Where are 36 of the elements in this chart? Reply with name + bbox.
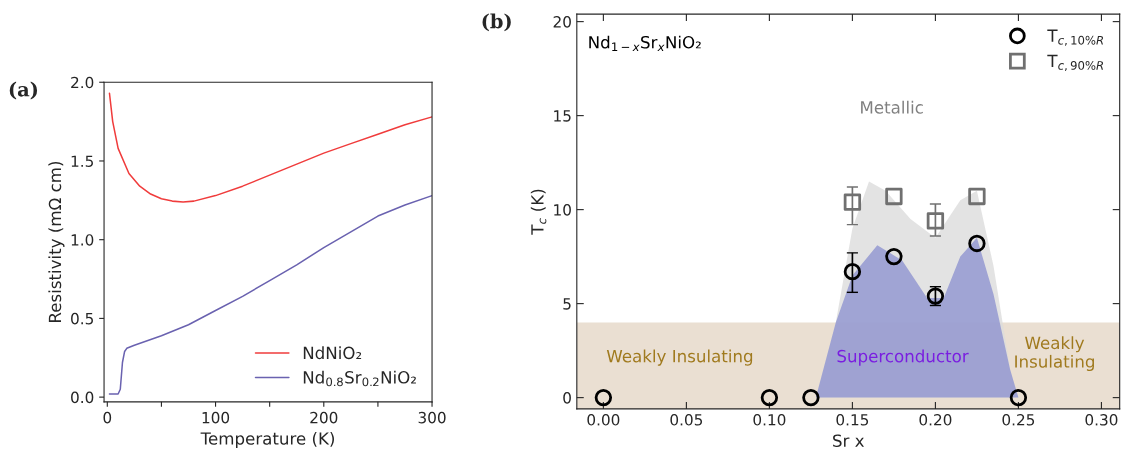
x-tick-label: 0.30 <box>1085 414 1118 426</box>
annotation: Metallic <box>861 100 923 114</box>
legend-label: T$_{c,10%R}$ <box>1047 29 1104 46</box>
x-tick-label: 0.10 <box>753 414 786 426</box>
x-tick-label: 200 <box>310 411 338 424</box>
legend-label: Nd$_{0.8}$Sr$_{0.2}$NiO₂ <box>303 370 416 387</box>
x-tick-label: 100 <box>202 411 230 424</box>
y-tick-label: 5 <box>563 298 571 310</box>
x-axis-title: Temperature (K) <box>200 431 335 449</box>
y-tick-label: 0 <box>563 392 571 404</box>
annotation: Superconductor <box>837 349 969 366</box>
legend-label: T$_{c,90%R}$ <box>1047 54 1104 71</box>
annotation: Nd$_{1−x}$Sr$_{x}$NiO₂ <box>589 35 701 52</box>
x-tick-label: 0.15 <box>836 414 869 426</box>
y-tick-label: 10 <box>554 204 571 216</box>
x-tick-label: 0.05 <box>670 414 703 426</box>
annotation: Weakly Insulating <box>1015 336 1094 372</box>
annotation: Weakly Insulating <box>606 349 753 366</box>
x-tick-label: 0.20 <box>919 414 952 426</box>
x-tick-label: 0 <box>103 411 112 424</box>
x-tick-label: 0.00 <box>587 414 620 426</box>
y-tick-label: 20 <box>553 16 571 28</box>
legend-label: NdNiO₂ <box>303 346 362 360</box>
y-tick-label: 1.5 <box>71 155 93 167</box>
y-tick-label: 2.0 <box>71 76 94 89</box>
y-tick-label: 0.0 <box>71 391 94 404</box>
y-tick-label: 0.5 <box>71 312 93 325</box>
chart-title: (b) <box>482 13 511 32</box>
x-tick-label: 300 <box>418 411 446 424</box>
y-tick-label: 15 <box>554 110 571 122</box>
y-axis-title: Resistivity (mΩ cm) <box>48 161 65 322</box>
chart-title: (a) <box>9 81 38 100</box>
x-tick-label: 0.25 <box>1002 414 1035 426</box>
y-axis-title: T$_{c}$ (K) <box>530 189 547 235</box>
y-tick-label: 1.0 <box>71 234 94 246</box>
x-axis-title: Sr x <box>833 434 864 447</box>
